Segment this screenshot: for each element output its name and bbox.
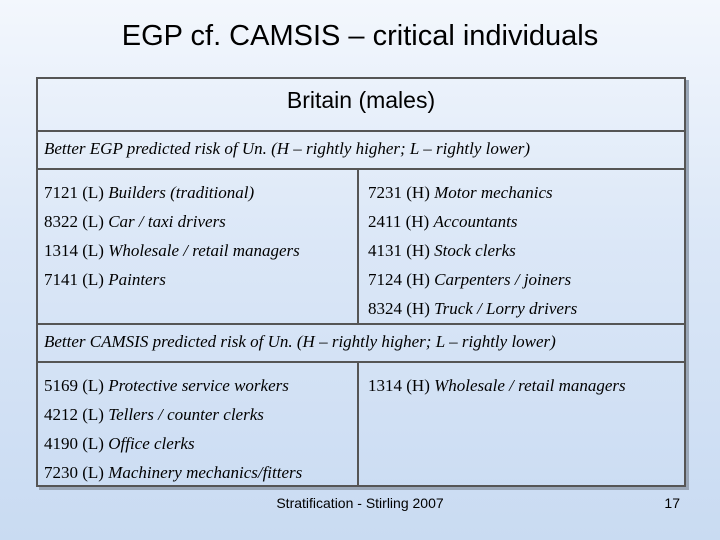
section1-list-row: 7121 (L) Builders (traditional) 8322 (L)… — [38, 170, 684, 325]
slide-title: EGP cf. CAMSIS – critical individuals — [121, 20, 599, 52]
table-header-row: Britain (males) — [38, 79, 684, 132]
list-item: 2411 (H) Accountants — [368, 212, 518, 231]
page-number: 17 — [664, 495, 680, 511]
occupation-table: Britain (males) Better EGP predicted ris… — [36, 77, 686, 487]
list-item: 7124 (H) Carpenters / joiners — [368, 270, 572, 289]
section2-list-row: 5169 (L) Protective service workers 4212… — [38, 363, 684, 485]
section2-left-column: 5169 (L) Protective service workers 4212… — [38, 363, 359, 485]
list-item: 7141 (L) Painters — [44, 270, 166, 289]
list-item: 1314 (L) Wholesale / retail managers — [44, 241, 300, 260]
list-item: 7121 (L) Builders (traditional) — [44, 183, 255, 202]
list-item: 4212 (L) Tellers / counter clerks — [44, 405, 264, 424]
section2-subtitle: Better CAMSIS predicted risk of Un. (H –… — [44, 332, 556, 351]
list-item: 5169 (L) Protective service workers — [44, 376, 289, 395]
list-item: 1314 (H) Wholesale / retail managers — [368, 376, 626, 395]
section1-right-column: 7231 (H) Motor mechanics 2411 (H) Accoun… — [359, 170, 684, 323]
footer-text: Stratification - Stirling 2007 — [276, 495, 444, 511]
section2-right-column: 1314 (H) Wholesale / retail managers — [359, 363, 684, 485]
list-item: 8324 (H) Truck / Lorry drivers — [368, 299, 578, 318]
list-item: 4131 (H) Stock clerks — [368, 241, 516, 260]
list-item: 4190 (L) Office clerks — [44, 434, 195, 453]
list-item: 8322 (L) Car / taxi drivers — [44, 212, 226, 231]
section1-subtitle: Better EGP predicted risk of Un. (H – ri… — [44, 139, 531, 158]
section2-subtitle-row: Better CAMSIS predicted risk of Un. (H –… — [38, 325, 684, 363]
section1-left-column: 7121 (L) Builders (traditional) 8322 (L)… — [38, 170, 359, 323]
table-header: Britain (males) — [286, 87, 436, 113]
section1-subtitle-row: Better EGP predicted risk of Un. (H – ri… — [38, 132, 684, 170]
list-item: 7230 (L) Machinery mechanics/fitters — [44, 463, 303, 482]
list-item: 7231 (H) Motor mechanics — [368, 183, 553, 202]
